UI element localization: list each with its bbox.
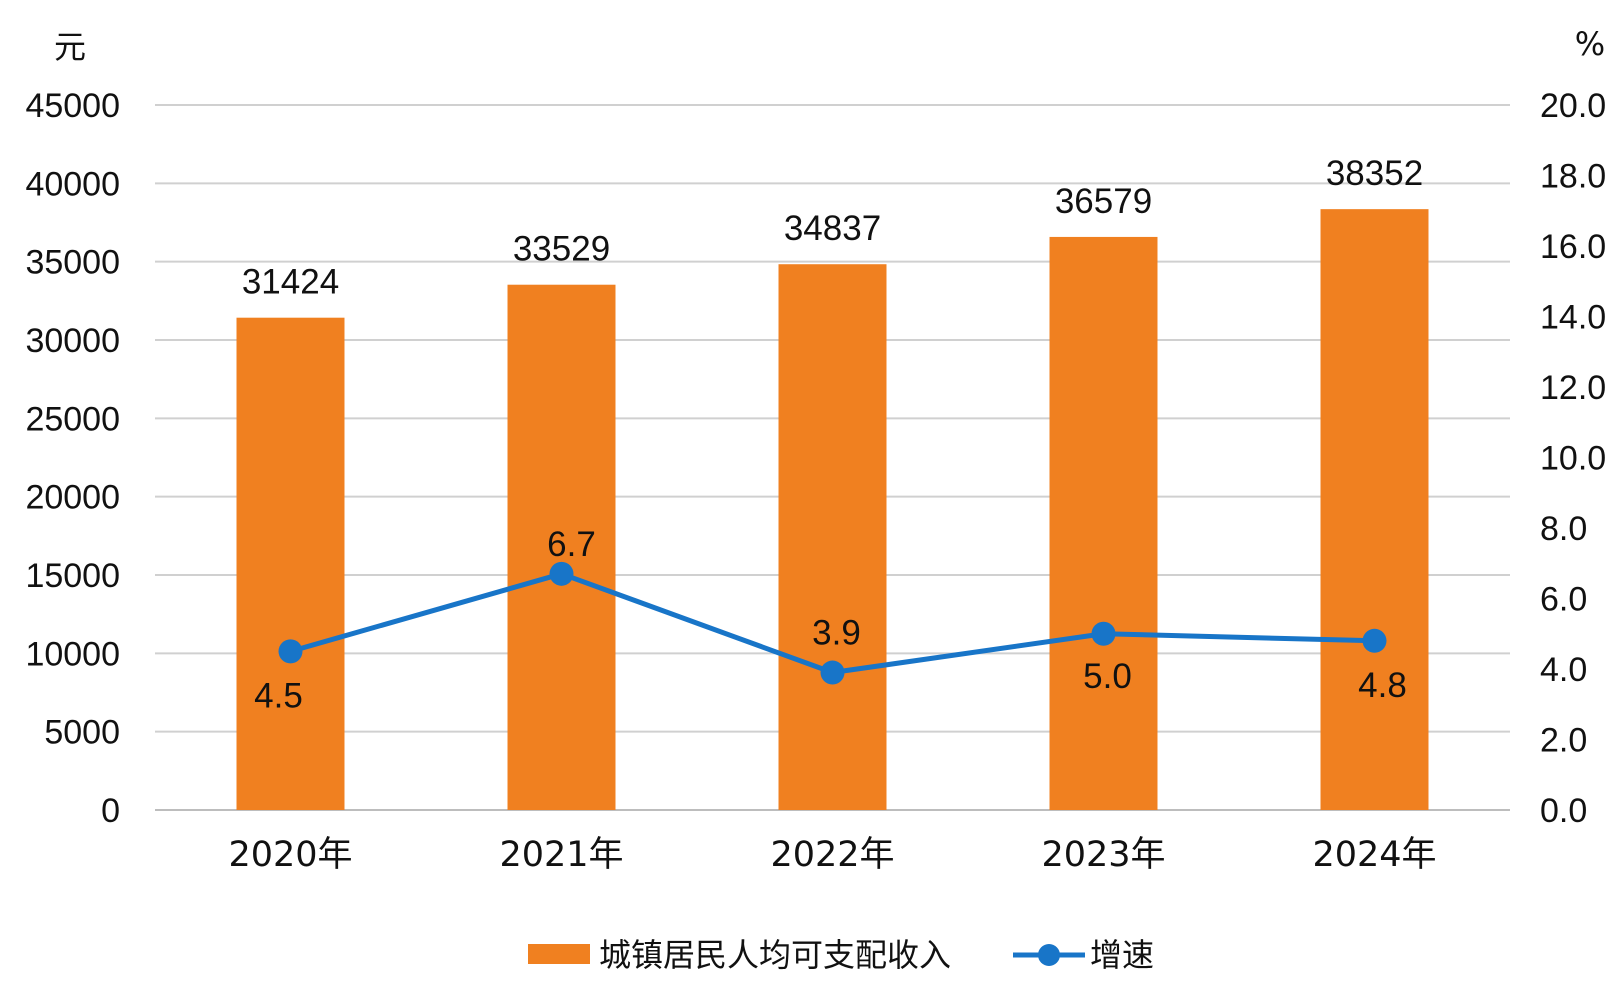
bar bbox=[1320, 209, 1429, 811]
category-label: 2020年 bbox=[228, 835, 352, 875]
bar-series bbox=[236, 209, 1429, 811]
right-tick-label: 18.0 bbox=[1540, 158, 1606, 196]
right-tick-label: 14.0 bbox=[1540, 299, 1606, 337]
right-tick-label: 20.0 bbox=[1540, 87, 1606, 125]
left-tick-label: 30000 bbox=[25, 322, 120, 360]
left-tick-label: 0 bbox=[101, 792, 120, 830]
data-labels: 31424 33529 34837 36579 38352 4.5 6.7 3.9 5.0 4.8 bbox=[242, 154, 1423, 715]
right-tick-label: 10.0 bbox=[1540, 440, 1606, 478]
right-tick-label: 16.0 bbox=[1540, 228, 1606, 266]
right-tick-label: 2.0 bbox=[1540, 722, 1587, 760]
bar bbox=[236, 317, 345, 810]
right-tick-label: 6.0 bbox=[1540, 581, 1587, 619]
category-label: 2021年 bbox=[499, 835, 623, 875]
axes: 元 % 0 5000 10000 15000 20000 25000 30000 35000 4… bbox=[25, 25, 1606, 875]
right-tick-label: 8.0 bbox=[1540, 510, 1587, 548]
right-tick-label: 0.0 bbox=[1540, 792, 1587, 830]
left-tick-label: 5000 bbox=[44, 714, 120, 752]
bar bbox=[507, 284, 616, 810]
right-tick-label: 4.0 bbox=[1540, 651, 1587, 689]
legend-line-marker bbox=[1038, 944, 1060, 966]
category-label: 2023年 bbox=[1041, 835, 1165, 875]
category-label: 2022年 bbox=[770, 835, 894, 875]
bar bbox=[1049, 236, 1158, 810]
category-label: 2024年 bbox=[1312, 835, 1436, 875]
line-series bbox=[278, 561, 1387, 685]
legend-bar-swatch bbox=[528, 944, 590, 964]
left-tick-label: 10000 bbox=[25, 635, 120, 673]
bar-value-label: 33529 bbox=[513, 230, 610, 269]
left-tick-label: 45000 bbox=[25, 87, 120, 125]
line-point bbox=[1091, 621, 1116, 646]
legend: 城镇居民人均可支配收入 增速 bbox=[528, 936, 1154, 974]
right-axis-unit: % bbox=[1575, 25, 1605, 63]
line-point bbox=[278, 639, 303, 664]
line-value-label: 4.8 bbox=[1358, 666, 1407, 705]
right-tick-label: 12.0 bbox=[1540, 369, 1606, 407]
left-tick-label: 15000 bbox=[25, 557, 120, 595]
left-tick-label: 20000 bbox=[25, 479, 120, 517]
left-tick-label: 35000 bbox=[25, 244, 120, 282]
line-value-label: 3.9 bbox=[812, 614, 861, 653]
bar-value-label: 31424 bbox=[242, 263, 339, 302]
line-value-label: 4.5 bbox=[254, 676, 303, 715]
legend-line-label: 增速 bbox=[1090, 936, 1154, 974]
left-axis-unit: 元 bbox=[54, 28, 86, 66]
left-tick-label: 25000 bbox=[25, 400, 120, 438]
bar bbox=[778, 264, 887, 810]
line-point bbox=[820, 660, 845, 685]
line-value-label: 6.7 bbox=[547, 525, 596, 564]
legend-bar-label: 城镇居民人均可支配收入 bbox=[599, 936, 951, 974]
line-value-label: 5.0 bbox=[1083, 657, 1132, 696]
bar-value-label: 34837 bbox=[784, 209, 881, 248]
left-tick-label: 40000 bbox=[25, 165, 120, 203]
bar-value-label: 36579 bbox=[1055, 182, 1152, 221]
line-point bbox=[1362, 628, 1387, 653]
bar-value-label: 38352 bbox=[1326, 154, 1423, 193]
line-point bbox=[549, 561, 574, 586]
